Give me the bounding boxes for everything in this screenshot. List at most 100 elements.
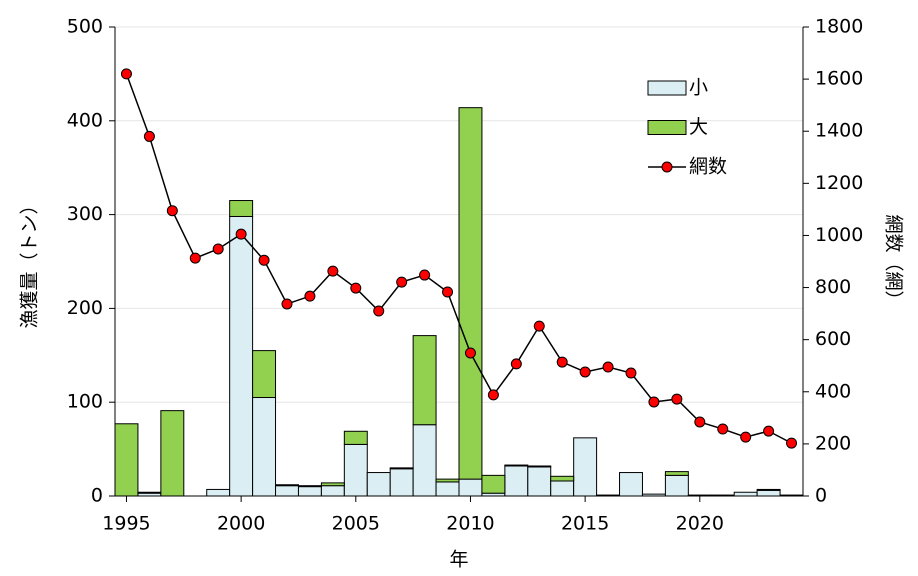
point (212, 243, 224, 255)
bar (114, 423, 139, 497)
y-axis-label: 漁獲量（トン） (19, 195, 41, 328)
bar (733, 491, 758, 497)
point (373, 305, 385, 317)
point (258, 254, 270, 266)
point (143, 130, 155, 142)
y2-tick-label: 1200 (815, 172, 863, 194)
point (464, 347, 476, 359)
y-tick-label: 0 (91, 485, 103, 507)
x-tick-label: 2020 (676, 513, 724, 535)
bar (343, 443, 368, 497)
bar (366, 472, 391, 497)
bar (664, 471, 689, 476)
point (487, 389, 499, 401)
bar (297, 486, 322, 497)
bar (619, 472, 643, 497)
point (327, 265, 339, 277)
y-tick-label: 400 (67, 109, 103, 131)
point (510, 358, 522, 370)
bar (458, 478, 483, 497)
bar (252, 350, 277, 399)
legend-swatch (661, 161, 673, 173)
y-tick-label: 500 (67, 16, 103, 38)
x-axis-label: 年 (449, 549, 468, 571)
y2-tick-label: 1400 (815, 120, 863, 142)
point (166, 205, 178, 217)
bar (435, 481, 460, 497)
point (625, 367, 637, 379)
x-tick-label: 1995 (102, 513, 150, 535)
x-tick-label: 2005 (332, 513, 380, 535)
bar (481, 474, 506, 494)
bar (343, 430, 368, 445)
bar (275, 485, 299, 497)
y-tick-label: 100 (67, 391, 103, 413)
bar (297, 485, 322, 488)
legend-swatch (647, 120, 687, 135)
x-tick-label: 2000 (217, 513, 265, 535)
bar (458, 107, 483, 480)
bar (527, 465, 552, 468)
bar (573, 437, 598, 497)
bar (206, 488, 231, 497)
bar (275, 484, 299, 487)
x-tick-label: 2015 (561, 513, 609, 535)
bar (756, 489, 781, 497)
point (556, 356, 568, 368)
x-tick-label: 2010 (446, 513, 494, 535)
point (786, 437, 798, 449)
legend-label: 小 (689, 77, 708, 99)
bar (504, 464, 529, 467)
y2-tick-label: 400 (815, 380, 851, 402)
legend-label: 大 (689, 116, 708, 138)
point (763, 425, 775, 437)
point (579, 366, 591, 378)
bar (550, 480, 575, 497)
y2-tick-label: 1800 (815, 16, 863, 38)
point (694, 416, 706, 428)
point (717, 423, 729, 435)
bar (412, 335, 437, 426)
point (189, 252, 201, 264)
point (120, 68, 132, 80)
bar (320, 482, 345, 487)
bar (252, 397, 277, 497)
point (648, 396, 660, 408)
point (602, 361, 614, 373)
legend-label: 網数 (689, 156, 727, 178)
point (350, 282, 362, 294)
bar (412, 424, 437, 497)
y-tick-label: 300 (67, 203, 103, 225)
bar (550, 475, 575, 482)
bar (389, 467, 414, 470)
y2-tick-label: 600 (815, 328, 851, 350)
bar (137, 491, 162, 494)
point (419, 269, 431, 281)
point (442, 286, 454, 298)
point (396, 276, 408, 288)
y-tick-label: 200 (67, 297, 103, 319)
bar (504, 465, 529, 497)
bar (320, 485, 345, 497)
bar (527, 466, 552, 497)
y2-axis-label: 網数（網） (883, 214, 905, 309)
bar (229, 215, 254, 497)
point (235, 228, 247, 240)
y2-tick-label: 200 (815, 432, 851, 454)
y2-tick-label: 1000 (815, 224, 863, 246)
point (281, 298, 293, 310)
point (740, 431, 752, 443)
legend-swatch (647, 80, 687, 96)
y2-tick-label: 1600 (815, 68, 863, 90)
y2-tick-label: 800 (815, 276, 851, 298)
y2-tick-label: 0 (815, 485, 827, 507)
bar (435, 478, 460, 483)
point (671, 393, 683, 405)
bar (229, 200, 254, 217)
bar (664, 474, 689, 497)
bar (756, 488, 781, 491)
point (304, 290, 316, 302)
bar (160, 410, 185, 497)
